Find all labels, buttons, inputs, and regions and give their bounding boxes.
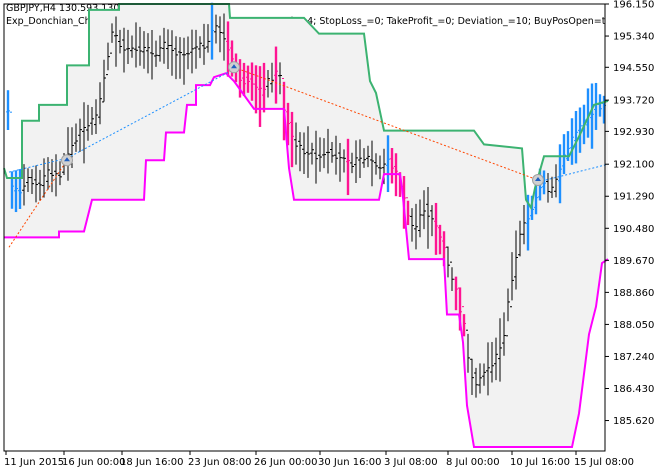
x-tick-label: 16 Jun 00:00 <box>62 457 126 468</box>
y-tick-label: 195.340 <box>613 32 654 43</box>
x-tick-label: 11 Jun 2015 <box>4 457 64 468</box>
symbol-quote-line: GBPJPY,H4 130.593 130.722 130.561 130.62… <box>6 3 226 14</box>
lower-channel-line <box>4 72 609 449</box>
upper-channel-line <box>3 3 609 211</box>
y-tick-label: 186.430 <box>613 384 654 395</box>
y-tick-label: 185.620 <box>613 416 654 427</box>
y-tick-label: 196.150 <box>613 0 654 11</box>
y-tick-label: 191.290 <box>613 192 654 203</box>
x-tick-label: 15 Jul 08:00 <box>574 457 634 468</box>
y-tick-label: 187.240 <box>613 352 654 363</box>
trade-arrow-icon <box>231 64 237 69</box>
x-tick-label: 26 Jun 00:00 <box>254 457 318 468</box>
y-tick-label: 188.860 <box>613 288 654 299</box>
y-tick-label: 192.100 <box>613 160 654 171</box>
plot-frame <box>3 3 606 452</box>
x-tick-label: 30 Jun 16:00 <box>318 457 382 468</box>
y-tick-label: 194.550 <box>613 63 654 74</box>
sell-trade-line <box>8 159 68 248</box>
x-tick-label: 8 Jul 00:00 <box>446 457 500 468</box>
x-tick-label: 3 Jul 08:00 <box>384 457 438 468</box>
y-tick-label: 188.050 <box>613 320 654 331</box>
channel-fill <box>4 4 608 448</box>
x-tick-label: 23 Jun 08:00 <box>188 457 252 468</box>
x-tick-label: 10 Jul 16:00 <box>510 457 570 468</box>
y-tick-label: 190.480 <box>613 224 654 235</box>
buy-trade-line <box>537 163 609 183</box>
y-tick-label: 193.720 <box>613 96 654 107</box>
trade-arrow-icon <box>535 177 541 182</box>
y-tick-label: 192.930 <box>613 127 654 138</box>
trade-arrow-icon <box>64 157 70 162</box>
y-tick-label: 189.670 <box>613 256 654 267</box>
x-tick-label: 18 Jun 16:00 <box>120 457 184 468</box>
buy-trade-line <box>8 68 235 173</box>
